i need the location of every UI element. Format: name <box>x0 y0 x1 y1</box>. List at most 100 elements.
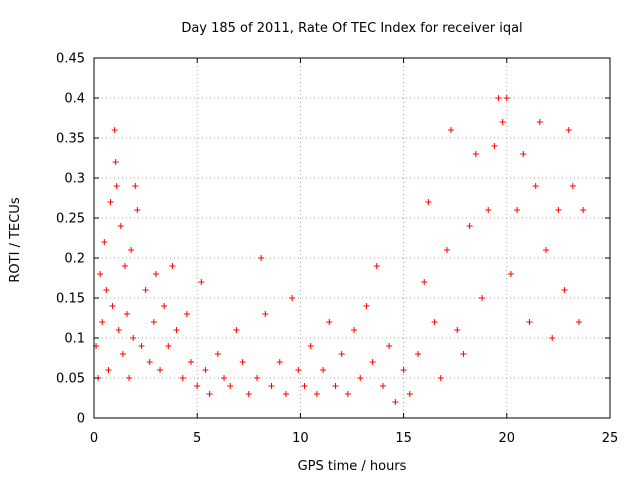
data-point <box>202 367 209 373</box>
data-point <box>431 319 438 325</box>
data-point <box>152 271 159 277</box>
data-point <box>495 95 502 101</box>
y-tick-label: 0.35 <box>56 132 85 147</box>
data-point <box>491 143 498 149</box>
data-point <box>254 375 261 381</box>
data-point <box>179 375 186 381</box>
data-point <box>142 287 149 293</box>
data-point <box>313 391 320 397</box>
data-point <box>103 287 110 293</box>
data-point <box>363 303 370 309</box>
data-point <box>561 287 568 293</box>
data-point <box>344 391 351 397</box>
data-point <box>134 207 141 213</box>
data-point <box>565 127 572 133</box>
data-point <box>150 319 157 325</box>
data-point <box>99 319 106 325</box>
y-tick-label: 0.4 <box>64 92 85 107</box>
data-point <box>369 359 376 365</box>
data-point <box>514 207 521 213</box>
data-point <box>119 351 126 357</box>
data-point <box>392 399 399 405</box>
data-point <box>126 375 133 381</box>
data-point <box>503 95 510 101</box>
data-point <box>115 327 122 333</box>
axes <box>93 57 611 419</box>
data-point <box>466 223 473 229</box>
data-point <box>206 391 213 397</box>
data-point <box>268 383 275 389</box>
data-point <box>425 199 432 205</box>
y-tick-label: 0.3 <box>64 172 85 187</box>
data-point <box>276 359 283 365</box>
data-point <box>555 207 562 213</box>
data-point <box>97 271 104 277</box>
data-point <box>320 367 327 373</box>
x-tick-label: 10 <box>292 431 309 446</box>
data-point <box>112 159 119 165</box>
data-point <box>146 359 153 365</box>
data-point <box>580 207 587 213</box>
y-tick-label: 0.25 <box>56 212 85 227</box>
data-point <box>227 383 234 389</box>
data-point <box>386 343 393 349</box>
data-point <box>138 343 145 349</box>
data-point <box>485 207 492 213</box>
data-points <box>93 95 587 405</box>
y-tick-label: 0.2 <box>64 252 85 267</box>
data-point <box>194 383 201 389</box>
data-point <box>499 119 506 125</box>
data-point <box>183 311 190 317</box>
y-tick-label: 0.1 <box>64 332 85 347</box>
chart-title: Day 185 of 2011, Rate Of TEC Index for r… <box>181 21 522 36</box>
data-point <box>549 335 556 341</box>
data-point <box>221 375 228 381</box>
data-point <box>289 295 296 301</box>
data-point <box>532 183 539 189</box>
data-point <box>437 375 444 381</box>
data-point <box>121 263 128 269</box>
x-tick-label: 25 <box>602 431 619 446</box>
y-tick-labels: 0 0.05 0.1 0.15 0.2 0.25 0.3 0.35 0.4 0.45 <box>56 52 85 427</box>
data-point <box>198 279 205 285</box>
data-point <box>132 183 139 189</box>
data-point <box>233 327 240 333</box>
y-axis-label: ROTI / TECUs <box>8 197 23 282</box>
data-point <box>130 335 137 341</box>
data-point <box>454 327 461 333</box>
data-point <box>472 151 479 157</box>
y-tick-label: 0.45 <box>56 52 85 67</box>
data-point <box>307 343 314 349</box>
data-point <box>400 367 407 373</box>
data-point <box>282 391 289 397</box>
data-point <box>332 383 339 389</box>
data-point <box>301 383 308 389</box>
data-point <box>569 183 576 189</box>
data-point <box>295 367 302 373</box>
data-point <box>415 351 422 357</box>
data-point <box>507 271 514 277</box>
data-point <box>379 383 386 389</box>
data-point <box>214 351 221 357</box>
data-point <box>165 343 172 349</box>
data-point <box>421 279 428 285</box>
y-tick-label: 0.05 <box>56 372 85 387</box>
data-point <box>520 151 527 157</box>
data-point <box>161 303 168 309</box>
data-point <box>448 127 455 133</box>
data-point <box>111 127 118 133</box>
data-point <box>526 319 533 325</box>
data-point <box>157 367 164 373</box>
x-axis-label: GPS time / hours <box>298 459 407 474</box>
y-tick-label: 0.15 <box>56 292 85 307</box>
data-point <box>124 311 131 317</box>
data-point <box>107 199 114 205</box>
plot-frame <box>93 57 611 419</box>
data-point <box>109 303 116 309</box>
data-point <box>117 223 124 229</box>
grid-lines <box>94 58 610 418</box>
data-point <box>262 311 269 317</box>
data-point <box>188 359 195 365</box>
x-tick-label: 20 <box>499 431 516 446</box>
